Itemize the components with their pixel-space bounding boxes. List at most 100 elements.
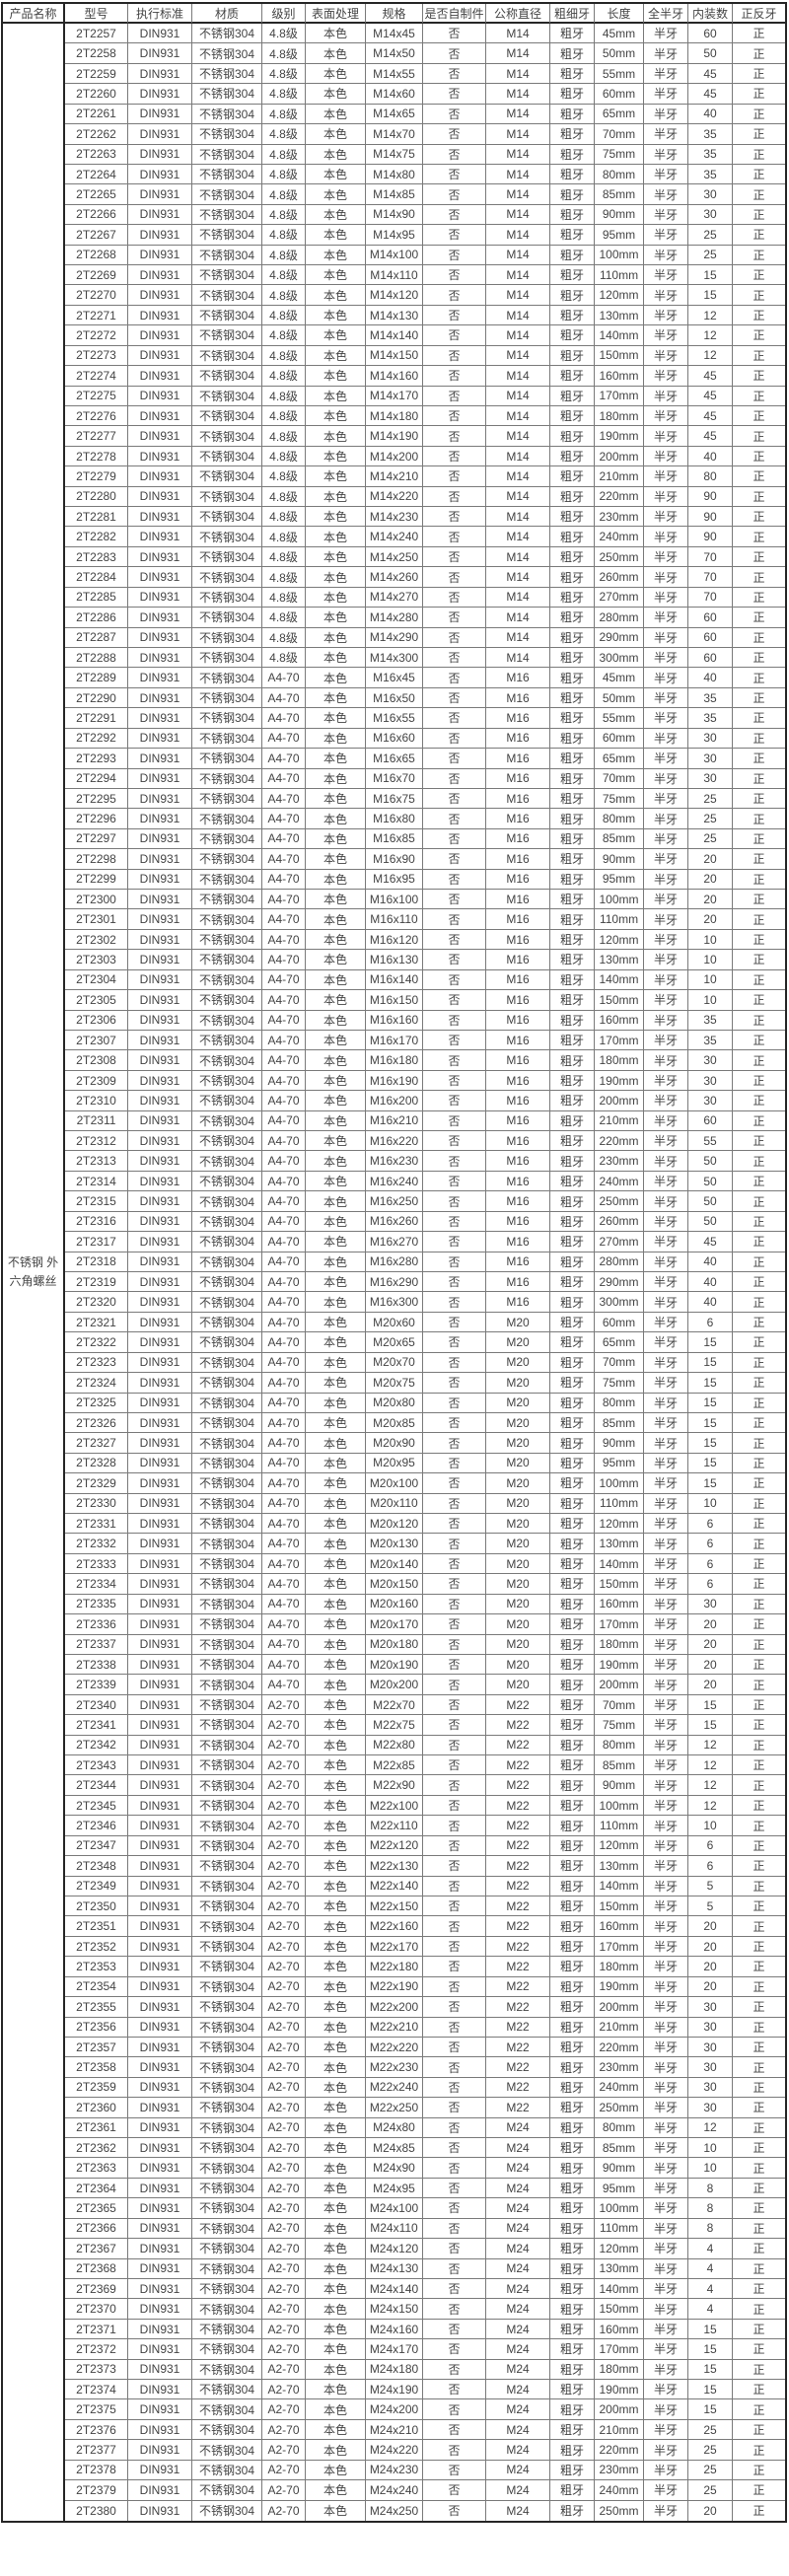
cell-thread-direction: 正 [733, 1030, 785, 1051]
cell-standard: DIN931 [128, 366, 192, 387]
cell-model: 2T2267 [65, 225, 128, 246]
cell-thread-direction: 正 [733, 1534, 785, 1554]
cell-thread-pitch: 粗牙 [550, 43, 595, 64]
cell-spec: M22x170 [366, 1936, 423, 1958]
cell-pack-qty: 20 [688, 1614, 733, 1635]
cell-surface-finish: 本色 [306, 1433, 366, 1454]
cell-self-made: 否 [423, 1332, 486, 1353]
cell-material: 不锈钢304 [192, 1352, 262, 1374]
cell-length: 95mm [595, 2178, 644, 2199]
cell-thread-coverage: 半牙 [644, 63, 688, 85]
cell-spec: M14x160 [366, 366, 423, 387]
cell-grade: A4-70 [262, 687, 306, 709]
cell-standard: DIN931 [128, 1191, 192, 1212]
cell-thread-direction: 正 [733, 869, 785, 891]
cell-standard: DIN931 [128, 929, 192, 951]
cell-pack-qty: 30 [688, 2098, 733, 2118]
cell-nominal-diameter: M14 [486, 366, 550, 387]
cell-material: 不锈钢304 [192, 2198, 262, 2219]
cell-surface-finish: 本色 [306, 749, 366, 769]
cell-model: 2T2266 [65, 204, 128, 226]
cell-thread-direction: 正 [733, 788, 785, 810]
cell-standard: DIN931 [128, 84, 192, 105]
cell-standard: DIN931 [128, 1675, 192, 1695]
cell-length: 90mm [595, 849, 644, 870]
cell-thread-pitch: 粗牙 [550, 890, 595, 910]
cell-self-made: 否 [423, 1493, 486, 1515]
cell-model: 2T2300 [65, 890, 128, 910]
cell-length: 85mm [595, 828, 644, 850]
cell-surface-finish: 本色 [306, 1816, 366, 1836]
cell-standard: DIN931 [128, 486, 192, 508]
cell-model: 2T2353 [65, 1957, 128, 1977]
cell-spec: M24x180 [366, 2359, 423, 2381]
cell-material: 不锈钢304 [192, 1211, 262, 1233]
cell-grade: A4-70 [262, 1171, 306, 1192]
cell-thread-direction: 正 [733, 1775, 785, 1796]
cell-model: 2T2336 [65, 1614, 128, 1635]
cell-thread-pitch: 粗牙 [550, 1010, 595, 1031]
cell-thread-coverage: 半牙 [644, 1412, 688, 1434]
cell-standard: DIN931 [128, 587, 192, 608]
cell-length: 70mm [595, 124, 644, 145]
cell-thread-coverage: 半牙 [644, 2440, 688, 2461]
cell-surface-finish: 本色 [306, 2239, 366, 2259]
cell-pack-qty: 35 [688, 1010, 733, 1031]
cell-spec: M16x75 [366, 788, 423, 810]
cell-nominal-diameter: M24 [486, 2239, 550, 2259]
cell-standard: DIN931 [128, 225, 192, 246]
cell-thread-coverage: 半牙 [644, 648, 688, 669]
cell-material: 不锈钢304 [192, 2017, 262, 2038]
cell-self-made: 否 [423, 1030, 486, 1051]
cell-thread-coverage: 半牙 [644, 2399, 688, 2420]
cell-length: 190mm [595, 2380, 644, 2400]
cell-thread-direction: 正 [733, 950, 785, 970]
cell-spec: M14x270 [366, 587, 423, 608]
cell-thread-coverage: 半牙 [644, 84, 688, 105]
cell-thread-pitch: 粗牙 [550, 1433, 595, 1454]
cell-surface-finish: 本色 [306, 1553, 366, 1575]
cell-model: 2T2345 [65, 1795, 128, 1817]
cell-thread-coverage: 半牙 [644, 527, 688, 547]
cell-self-made: 否 [423, 527, 486, 547]
cell-self-made: 否 [423, 1775, 486, 1796]
cell-material: 不锈钢304 [192, 869, 262, 891]
cell-standard: DIN931 [128, 1735, 192, 1756]
cell-model: 2T2340 [65, 1694, 128, 1716]
cell-thread-direction: 正 [733, 627, 785, 648]
cell-thread-direction: 正 [733, 1272, 785, 1293]
cell-standard: DIN931 [128, 164, 192, 185]
cell-thread-pitch: 粗牙 [550, 285, 595, 306]
cell-model: 2T2364 [65, 2178, 128, 2199]
cell-thread-pitch: 粗牙 [550, 2440, 595, 2461]
cell-nominal-diameter: M24 [486, 2359, 550, 2381]
cell-thread-coverage: 半牙 [644, 2239, 688, 2259]
cell-surface-finish: 本色 [306, 1654, 366, 1676]
cell-pack-qty: 15 [688, 1352, 733, 1374]
cell-standard: DIN931 [128, 1795, 192, 1817]
cell-pack-qty: 25 [688, 2419, 733, 2441]
cell-standard: DIN931 [128, 2500, 192, 2521]
cell-surface-finish: 本色 [306, 1050, 366, 1071]
cell-nominal-diameter: M22 [486, 1876, 550, 1896]
cell-thread-coverage: 半牙 [644, 1735, 688, 1756]
cell-pack-qty: 4 [688, 2299, 733, 2320]
cell-standard: DIN931 [128, 1775, 192, 1796]
cell-length: 95mm [595, 869, 644, 891]
cell-spec: M14x290 [366, 627, 423, 648]
cell-length: 280mm [595, 608, 644, 628]
cell-thread-coverage: 半牙 [644, 1191, 688, 1212]
cell-nominal-diameter: M14 [486, 345, 550, 367]
cell-model: 2T2274 [65, 366, 128, 387]
cell-thread-pitch: 粗牙 [550, 1030, 595, 1051]
cell-standard: DIN931 [128, 627, 192, 648]
cell-length: 200mm [595, 446, 644, 467]
cell-surface-finish: 本色 [306, 2359, 366, 2381]
cell-pack-qty: 15 [688, 1715, 733, 1736]
cell-length: 180mm [595, 405, 644, 427]
cell-pack-qty: 60 [688, 608, 733, 628]
cell-thread-direction: 正 [733, 1232, 785, 1252]
cell-model: 2T2309 [65, 1070, 128, 1092]
cell-thread-direction: 正 [733, 285, 785, 306]
cell-model: 2T2322 [65, 1332, 128, 1353]
